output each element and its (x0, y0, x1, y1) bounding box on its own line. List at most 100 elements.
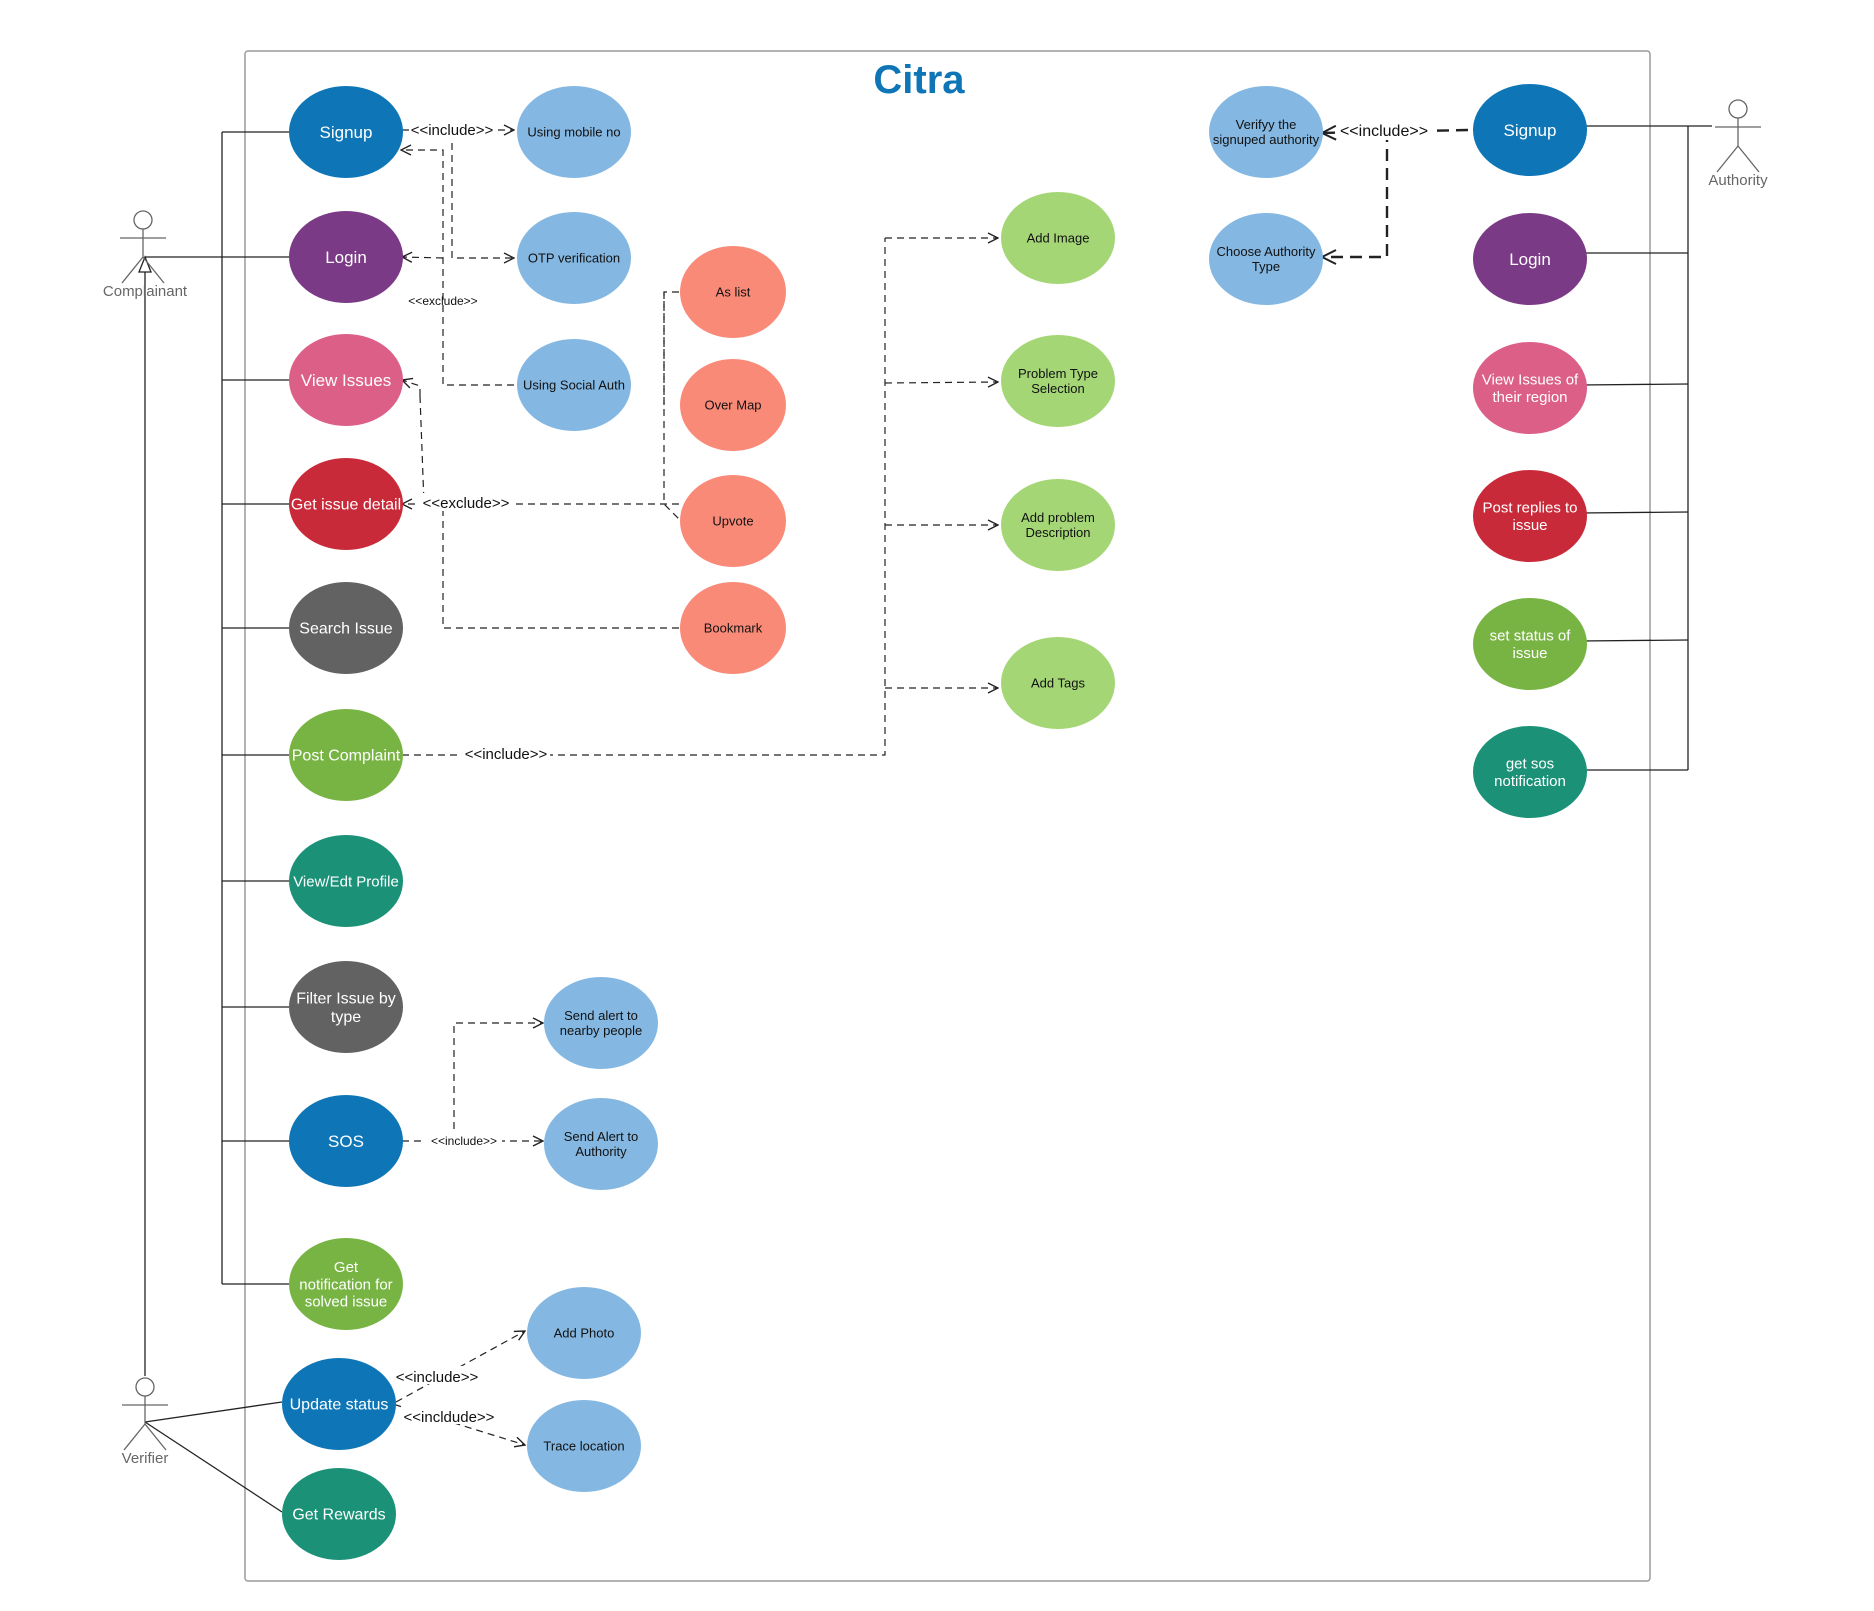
usecase-overmap[interactable]: Over Map (680, 359, 786, 451)
usecase-ellipse (289, 1238, 403, 1330)
usecase-label-line: Update status (290, 1397, 389, 1414)
usecase-c-signup[interactable]: Signup (289, 86, 403, 178)
usecase-label: Signup (320, 123, 373, 142)
detail-exclude-label: <<exclude>> (423, 495, 510, 512)
usecase-label: Trace location (543, 1439, 624, 1454)
usecase-aslist[interactable]: As list (680, 246, 786, 338)
usecase-ellipse (517, 86, 631, 178)
usecase-ellipse (544, 1098, 658, 1190)
actor-complainant[interactable] (120, 210, 166, 284)
usecase-ellipse (1209, 86, 1323, 178)
sos-include-label: <<include>> (431, 1134, 497, 1148)
update-trace-include-label: <<incldude>> (404, 1409, 495, 1426)
usecase-ellipse (1473, 342, 1587, 434)
actor-verifier[interactable] (122, 1377, 168, 1451)
usecase-label-line: Description (1025, 525, 1090, 540)
usecase-label: Filter Issue by type (296, 990, 396, 1025)
usecase-tags[interactable]: Add Tags (1001, 637, 1115, 729)
usecase-label-line: Login (1509, 250, 1551, 269)
system-boundary (244, 50, 1651, 1582)
usecase-ellipse (1001, 192, 1115, 284)
usecase-trace[interactable]: Trace location (527, 1400, 641, 1492)
usecase-verify[interactable]: Verifyy the signuped authority (1209, 86, 1323, 178)
usecase-label-line: signuped authority (1213, 132, 1320, 147)
usecase-ellipse (680, 582, 786, 674)
usecase-label: Add Image (1027, 231, 1090, 246)
usecase-label: Verifyy the signuped authority (1213, 117, 1320, 147)
usecase-ptype[interactable]: Problem Type Selection (1001, 335, 1115, 427)
usecase-a-signup[interactable]: Signup (1473, 84, 1587, 176)
usecase-label: Send alert to nearby people (560, 1008, 642, 1038)
usecase-label-line: Add problem (1021, 510, 1095, 525)
usecase-mobile[interactable]: Using mobile no (517, 86, 631, 178)
usecase-label-line: View Issues of (1482, 372, 1579, 389)
usecase-label-line: Post Complaint (292, 748, 401, 765)
usecase-label-line: issue (1512, 517, 1547, 534)
usecase-c-search[interactable]: Search Issue (289, 582, 403, 674)
usecase-label-line: their region (1492, 389, 1567, 406)
usecase-ellipse (1473, 726, 1587, 818)
authority-include-label: <<include>> (1340, 123, 1428, 140)
usecase-ellipse (1473, 470, 1587, 562)
usecase-c-detail[interactable]: Get issue detail (289, 458, 403, 550)
usecase-addimage[interactable]: Add Image (1001, 192, 1115, 284)
usecase-label-line: solved issue (305, 1294, 388, 1311)
usecase-a-status[interactable]: set status of issue (1473, 598, 1587, 690)
usecase-ellipse (517, 212, 631, 304)
usecase-ellipse (1473, 84, 1587, 176)
usecase-c-post[interactable]: Post Complaint (289, 709, 403, 801)
usecase-c-sos[interactable]: SOS (289, 1095, 403, 1187)
usecase-label-line: Get issue detail (291, 497, 401, 514)
usecase-alert-people[interactable]: Send alert to nearby people (544, 977, 658, 1069)
usecase-c-profile[interactable]: View/Edt Profile (289, 835, 403, 927)
usecase-c-notif[interactable]: Get notification for solved issue (289, 1238, 403, 1330)
usecase-label-line: Add Photo (554, 1326, 615, 1341)
signup-include-label: <<include>> (411, 122, 494, 139)
usecase-v-rewards[interactable]: Get Rewards (282, 1468, 396, 1560)
usecase-otp[interactable]: OTP verification (517, 212, 631, 304)
usecase-label-line: issue (1512, 645, 1547, 662)
usecase-choose[interactable]: Choose Authority Type (1209, 213, 1323, 305)
usecase-label: Get notification for solved issue (299, 1259, 392, 1311)
actor-verifier-label: Verifier (122, 1450, 169, 1467)
usecase-label-line: Upvote (712, 514, 753, 529)
usecase-addphoto[interactable]: Add Photo (527, 1287, 641, 1379)
usecase-label: Add problem Description (1021, 510, 1095, 540)
usecase-label: Post Complaint (292, 748, 401, 765)
usecase-v-update[interactable]: Update status (282, 1358, 396, 1450)
usecase-ellipse (289, 709, 403, 801)
actor-authority-label: Authority (1708, 172, 1768, 189)
usecase-alert-auth[interactable]: Send Alert to Authority (544, 1098, 658, 1190)
usecase-label-line: Add Tags (1031, 676, 1085, 691)
usecase-pdesc[interactable]: Add problem Description (1001, 479, 1115, 571)
usecase-c-login[interactable]: Login (289, 211, 403, 303)
usecase-label: set status of issue (1490, 628, 1572, 662)
usecase-a-sos[interactable]: get sos notification (1473, 726, 1587, 818)
usecase-label-line: notification for (299, 1276, 392, 1293)
usecase-a-login[interactable]: Login (1473, 213, 1587, 305)
usecase-ellipse (289, 458, 403, 550)
usecase-label-line: Verifyy the (1236, 117, 1297, 132)
usecase-label-line: Send alert to (564, 1008, 638, 1023)
usecase-social[interactable]: Using Social Auth (517, 339, 631, 431)
usecase-label-line: View/Edt Profile (293, 873, 399, 890)
usecase-label-line: notification (1494, 773, 1566, 790)
usecase-bookmark[interactable]: Bookmark (680, 582, 786, 674)
actor-authority[interactable] (1715, 99, 1761, 173)
usecase-label: Login (1509, 250, 1551, 269)
usecase-label-line: OTP verification (528, 251, 620, 266)
usecase-ellipse (680, 246, 786, 338)
usecase-c-filter[interactable]: Filter Issue by type (289, 961, 403, 1053)
usecase-ellipse (289, 582, 403, 674)
usecase-label-line: Get Rewards (292, 1507, 385, 1524)
usecase-label: View/Edt Profile (293, 873, 399, 890)
usecase-upvote[interactable]: Upvote (680, 475, 786, 567)
usecase-c-view[interactable]: View Issues (289, 334, 403, 426)
usecase-a-view[interactable]: View Issues of their region (1473, 342, 1587, 434)
usecase-label: Over Map (704, 398, 761, 413)
usecase-a-reply[interactable]: Post replies to issue (1473, 470, 1587, 562)
usecase-label-line: Trace location (543, 1439, 624, 1454)
usecase-label-line: Signup (320, 123, 373, 142)
usecase-ellipse (527, 1400, 641, 1492)
